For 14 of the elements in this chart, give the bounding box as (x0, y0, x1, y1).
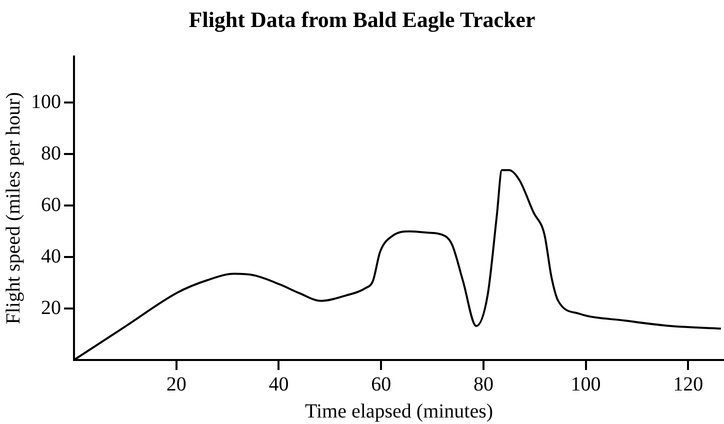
y-tick-label: 100 (31, 90, 61, 113)
x-tick-label: 100 (570, 373, 601, 396)
x-tick-label: 60 (371, 373, 392, 396)
x-axis-title: Time elapsed (minutes) (304, 400, 494, 422)
x-tick-label: 20 (166, 373, 186, 396)
y-tick-label: 40 (41, 245, 61, 268)
y-axis-title: Flight speed (miles per hour) (2, 92, 24, 324)
x-tick-label: 120 (673, 373, 704, 396)
x-tick-label: 40 (268, 373, 289, 396)
chart-title: Flight Data from Bald Eagle Tracker (188, 6, 536, 32)
y-tick-label: 20 (41, 296, 61, 319)
y-tick-label: 80 (41, 142, 61, 164)
y-tick-label: 60 (41, 194, 61, 216)
x-tick-label: 80 (473, 373, 494, 396)
